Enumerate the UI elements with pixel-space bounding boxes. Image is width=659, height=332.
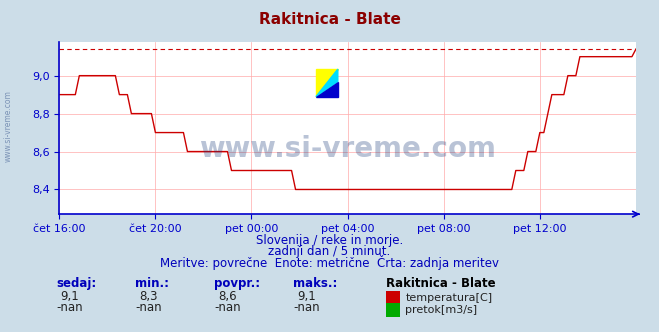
Polygon shape (316, 69, 338, 97)
Text: 8,6: 8,6 (218, 290, 237, 302)
Text: min.:: min.: (135, 277, 169, 290)
Text: sedaj:: sedaj: (56, 277, 96, 290)
Text: www.si-vreme.com: www.si-vreme.com (3, 90, 13, 162)
Text: 9,1: 9,1 (297, 290, 316, 302)
Text: www.si-vreme.com: www.si-vreme.com (199, 134, 496, 163)
Text: pretok[m3/s]: pretok[m3/s] (405, 305, 477, 315)
Text: maks.:: maks.: (293, 277, 337, 290)
Text: -nan: -nan (56, 301, 82, 314)
Text: -nan: -nan (214, 301, 241, 314)
Text: -nan: -nan (135, 301, 161, 314)
Text: zadnji dan / 5 minut.: zadnji dan / 5 minut. (268, 245, 391, 258)
Text: Rakitnica - Blate: Rakitnica - Blate (258, 12, 401, 27)
Polygon shape (316, 69, 338, 97)
Text: temperatura[C]: temperatura[C] (405, 293, 492, 303)
Text: povpr.:: povpr.: (214, 277, 260, 290)
Text: Meritve: povrečne  Enote: metrične  Črta: zadnja meritev: Meritve: povrečne Enote: metrične Črta: … (160, 255, 499, 270)
Text: Slovenija / reke in morje.: Slovenija / reke in morje. (256, 234, 403, 247)
Polygon shape (316, 82, 338, 97)
Text: 8,3: 8,3 (139, 290, 158, 302)
Text: 9,1: 9,1 (60, 290, 78, 302)
Text: Rakitnica - Blate: Rakitnica - Blate (386, 277, 495, 290)
Text: -nan: -nan (293, 301, 320, 314)
